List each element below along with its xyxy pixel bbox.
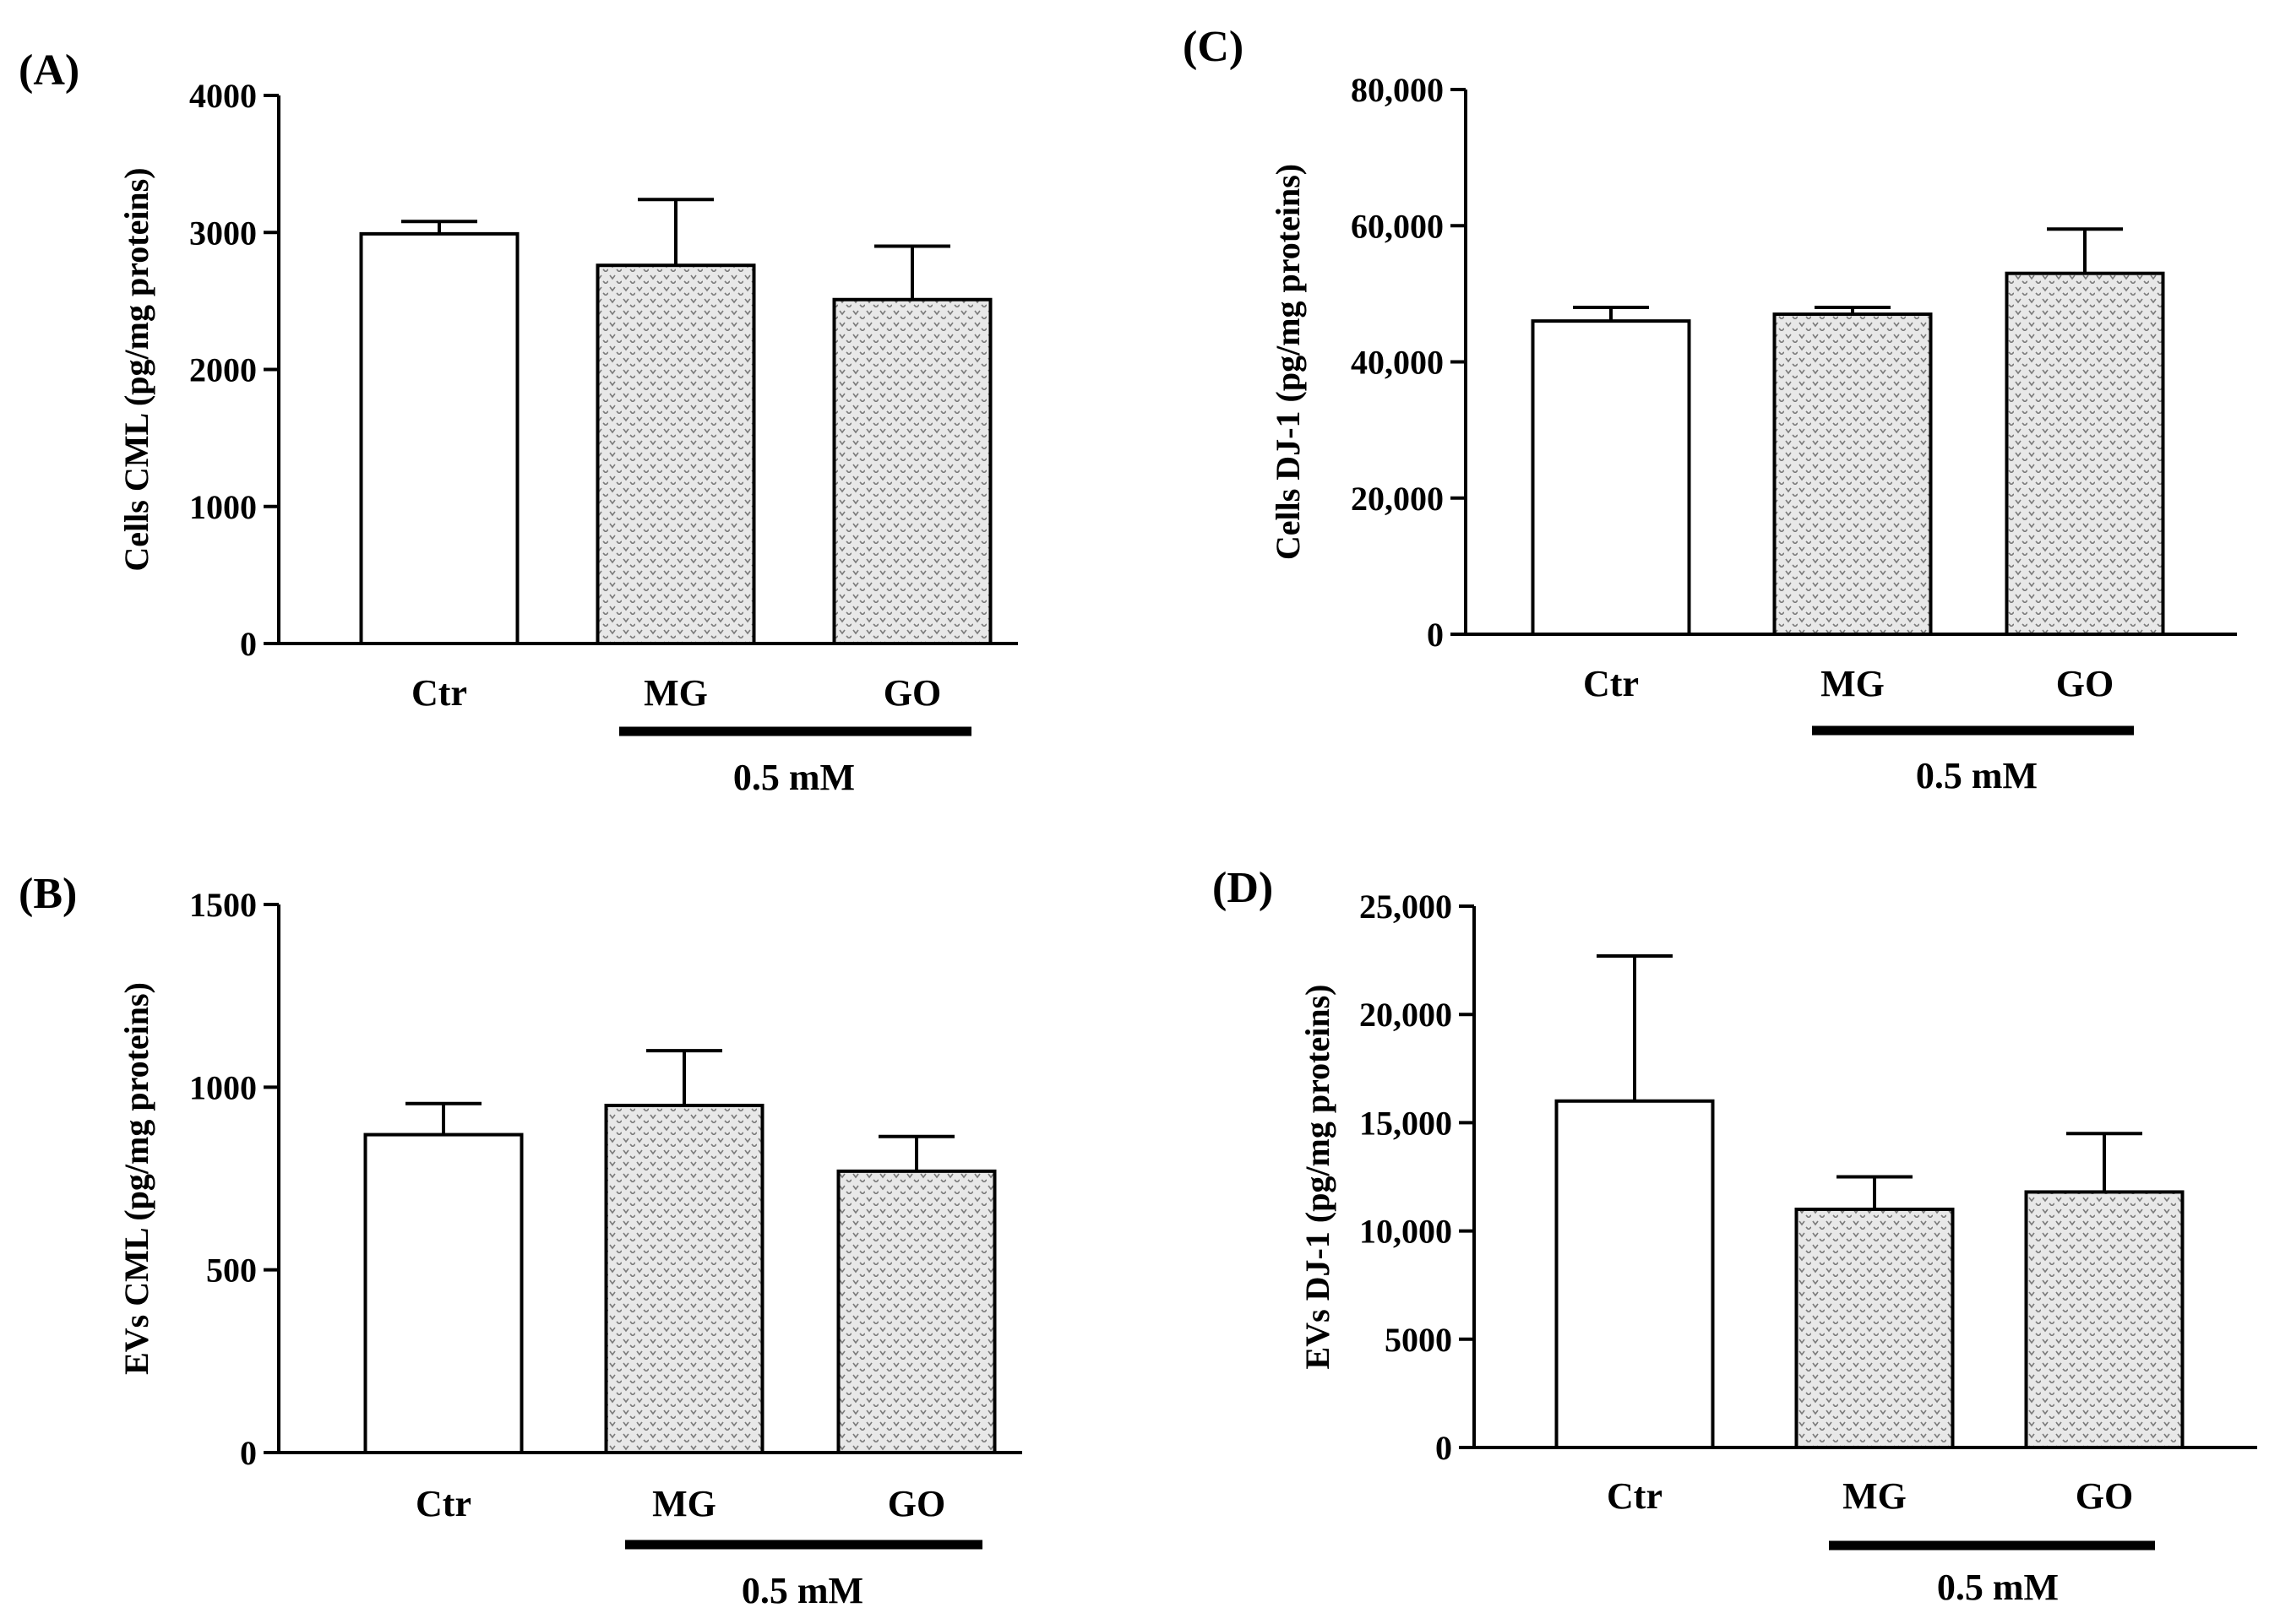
bar-ctr xyxy=(1554,1099,1715,1449)
category-label: Ctr xyxy=(1607,1475,1662,1517)
category-label: Ctr xyxy=(416,1483,471,1524)
y-tick-label: 20,000 xyxy=(1359,996,1452,1034)
concentration-label: 0.5 mM xyxy=(733,757,855,798)
y-tick-label: 0 xyxy=(1427,616,1444,654)
bar-ctr xyxy=(363,1132,524,1454)
category-label: Ctr xyxy=(1583,663,1639,704)
bar-mg xyxy=(1794,1207,1955,1449)
concentration-label: 0.5 mM xyxy=(1916,755,2038,796)
y-tick-label: 5000 xyxy=(1385,1321,1452,1359)
y-axis-title: EVs DJ-1 (pg/mg proteins) xyxy=(1298,985,1336,1370)
bar-go xyxy=(836,1169,997,1454)
y-tick-label: 0 xyxy=(1435,1429,1452,1467)
bar-mg xyxy=(596,263,756,645)
y-axis-title: Cells CML (pg/mg proteins) xyxy=(117,167,155,571)
y-tick-label: 1000 xyxy=(189,488,257,526)
y-tick-label: 20,000 xyxy=(1351,480,1444,518)
category-label: GO xyxy=(2056,663,2114,704)
y-tick-label: 40,000 xyxy=(1351,344,1444,382)
y-tick-label: 4000 xyxy=(189,77,257,115)
y-tick-label: 0 xyxy=(240,625,257,663)
panel-c: (C) 0 20,000 40,000 60,000 80,000 Cells DJ-1 (… xyxy=(1183,23,2237,796)
category-label: GO xyxy=(2076,1475,2133,1517)
panel-a: (A) 0 1000 2000 3000 4000 Cells CML (pg/mg pro… xyxy=(19,46,1018,798)
panel-label-b: (B) xyxy=(19,870,77,918)
y-tick-label: 1500 xyxy=(189,886,257,924)
concentration-label: 0.5 mM xyxy=(1937,1567,2059,1608)
panel-b: (B) 0 500 1000 1500 EVs CML (pg/mg proteins) C… xyxy=(19,870,1022,1611)
y-tick-label: 1000 xyxy=(189,1068,257,1106)
bar-mg xyxy=(1772,312,1933,636)
category-label: MG xyxy=(644,672,708,714)
bar-go xyxy=(2024,1190,2185,1449)
category-label: MG xyxy=(1820,663,1885,704)
bar-ctr xyxy=(1531,319,1691,636)
y-tick-label: 60,000 xyxy=(1351,207,1444,245)
bar-ctr xyxy=(359,231,520,645)
bar-go xyxy=(832,297,993,645)
y-tick-label: 500 xyxy=(206,1252,257,1290)
category-label: Ctr xyxy=(411,672,467,714)
panel-label-a: (A) xyxy=(19,46,79,95)
concentration-label: 0.5 mM xyxy=(742,1570,863,1611)
y-tick-label: 3000 xyxy=(189,214,257,252)
y-axis-title: EVs CML (pg/mg proteins) xyxy=(117,982,155,1375)
bar-mg xyxy=(604,1103,765,1454)
panel-d: (D) 0 5000 10,000 15,000 20,000 25,000 EVs DJ-1… xyxy=(1212,864,2257,1608)
category-label: MG xyxy=(652,1483,716,1524)
bar-go xyxy=(2005,271,2165,636)
category-label: GO xyxy=(884,672,941,714)
category-label: GO xyxy=(888,1483,945,1524)
y-tick-label: 80,000 xyxy=(1351,71,1444,109)
y-tick-label: 25,000 xyxy=(1359,888,1452,926)
y-tick-label: 10,000 xyxy=(1359,1213,1452,1251)
panel-label-d: (D) xyxy=(1212,864,1273,912)
y-tick-label: 2000 xyxy=(189,351,257,389)
y-tick-label: 0 xyxy=(240,1434,257,1472)
panel-label-c: (C) xyxy=(1183,23,1243,71)
y-axis-title: Cells DJ-1 (pg/mg proteins) xyxy=(1269,164,1307,560)
y-tick-label: 15,000 xyxy=(1359,1104,1452,1142)
category-label: MG xyxy=(1842,1475,1907,1517)
